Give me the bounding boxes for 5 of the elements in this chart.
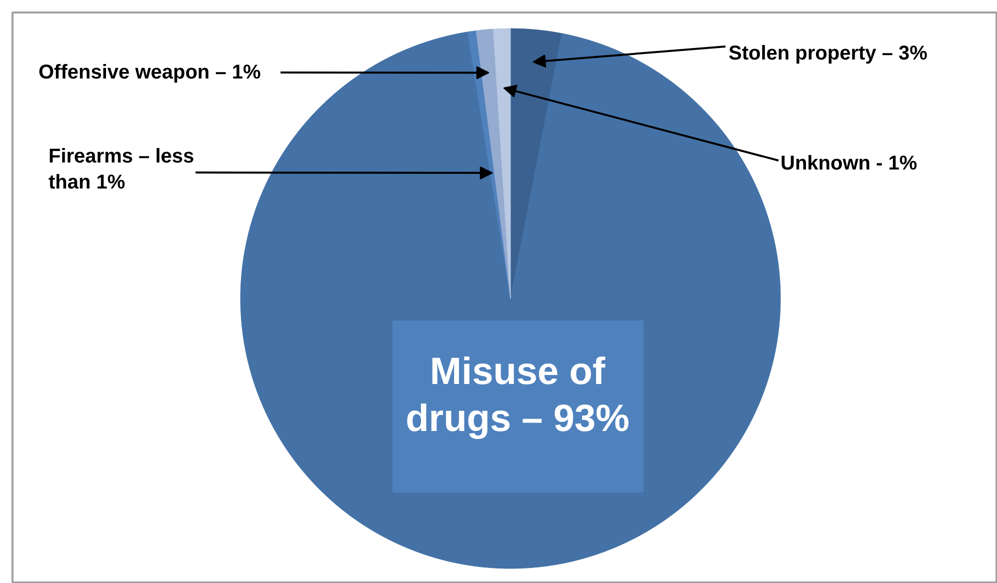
slice-label: Misuse of drugs – 93% (406, 350, 630, 440)
slice-label: Firearms – less than 1% (48, 145, 194, 194)
slice-label: Stolen property – 3% (728, 42, 928, 64)
slice-label: Unknown - 1% (780, 152, 918, 174)
slice-label: Offensive weapon – 1% (38, 62, 262, 84)
